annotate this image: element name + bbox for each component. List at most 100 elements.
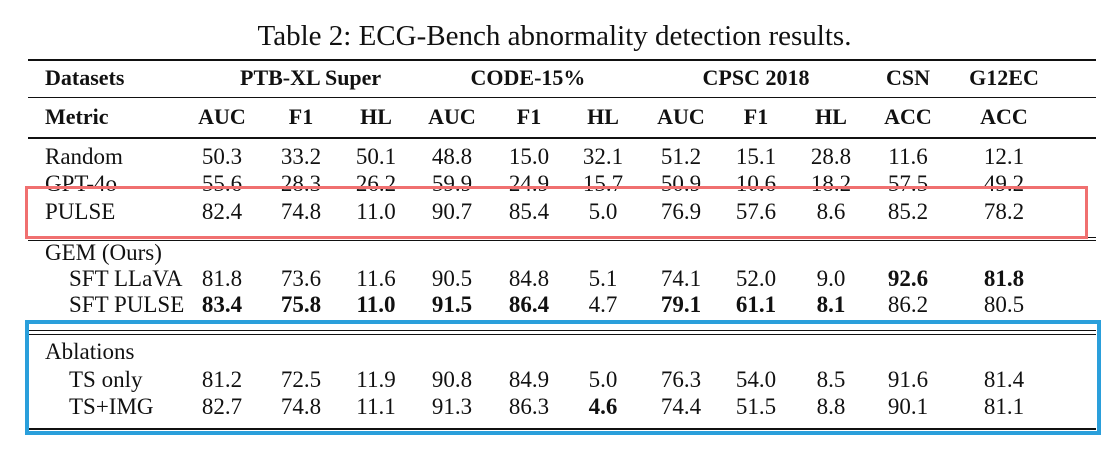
- table-cell: 81.4: [983, 367, 1025, 392]
- row-label: Random: [45, 144, 123, 169]
- table-cell: 54.0: [735, 367, 777, 392]
- table-cell: 86.3: [508, 394, 550, 419]
- table-cell: 90.1: [887, 394, 929, 419]
- table-cell: 5.0: [588, 199, 618, 224]
- table-cell: 24.9: [508, 171, 550, 196]
- table-cell: 74.8: [280, 394, 322, 419]
- table-cell: 59.9: [431, 171, 473, 196]
- table-cell: 92.6: [887, 266, 929, 291]
- dataset-group-header: CPSC 2018: [702, 65, 810, 90]
- row-label: GPT-4o: [45, 171, 117, 196]
- table-cell: 73.6: [280, 266, 322, 291]
- table-cell: 74.1: [660, 266, 702, 291]
- table-cell: 50.1: [355, 144, 397, 169]
- table-cell: 91.6: [887, 367, 929, 392]
- table-cell: 26.2: [355, 171, 397, 196]
- table-cell: 28.8: [810, 144, 852, 169]
- metric-column-header: ACC: [980, 104, 1028, 129]
- table-cell: 8.1: [816, 292, 846, 317]
- table-cell: 11.0: [356, 292, 396, 317]
- table-cell: 28.3: [280, 171, 322, 196]
- metric-column-header: ACC: [884, 104, 932, 129]
- table-cell: 9.0: [816, 266, 846, 291]
- table-cell: 57.5: [887, 171, 929, 196]
- table-cell: 84.9: [508, 367, 550, 392]
- table-cell: 11.9: [356, 367, 396, 392]
- table-cell: 75.8: [280, 292, 322, 317]
- table-cell: 74.4: [660, 394, 702, 419]
- table-cell: 4.6: [588, 394, 618, 419]
- table-cell: 72.5: [280, 367, 322, 392]
- metric-column-header: HL: [360, 104, 392, 129]
- table-cell: 90.5: [431, 266, 473, 291]
- table-cell: 82.7: [201, 394, 243, 419]
- table-cell: 11.0: [356, 199, 396, 224]
- top-rule: [28, 59, 1096, 61]
- row-label: TS only: [69, 367, 143, 392]
- table-cell: 61.1: [735, 292, 777, 317]
- table-cell: 84.8: [508, 266, 550, 291]
- table-cell: 52.0: [735, 266, 777, 291]
- row-label: PULSE: [45, 199, 116, 224]
- table-cell: 15.7: [582, 171, 624, 196]
- table-cell: 51.2: [660, 144, 702, 169]
- metric-column-header: AUC: [198, 104, 246, 129]
- table-cell: 50.3: [201, 144, 243, 169]
- table-cell: 83.4: [201, 292, 243, 317]
- gem-rule-lower: [28, 240, 1096, 241]
- datasets-header: Datasets: [45, 65, 125, 90]
- table-cell: 80.5: [983, 292, 1025, 317]
- ablations-rule-upper: [28, 330, 1096, 331]
- header-divider: [28, 97, 1096, 98]
- table-cell: 90.8: [431, 367, 473, 392]
- table-cell: 86.2: [887, 292, 929, 317]
- row-label: TS+IMG: [69, 394, 154, 419]
- table-cell: 10.6: [735, 171, 777, 196]
- row-label: GEM (Ours): [45, 240, 162, 265]
- table-cell: 11.1: [356, 394, 396, 419]
- table-cell: 18.2: [810, 171, 852, 196]
- table-cell: 76.3: [660, 367, 702, 392]
- table-cell: 55.6: [201, 171, 243, 196]
- ablations-rule-lower: [28, 334, 1096, 335]
- row-label: SFT LLaVA: [69, 266, 183, 291]
- metric-column-header: F1: [516, 104, 542, 129]
- table-cell: 11.6: [356, 266, 396, 291]
- row-label: SFT PULSE: [69, 292, 185, 317]
- table-cell: 57.6: [735, 199, 777, 224]
- metric-column-header: HL: [815, 104, 847, 129]
- table-cell: 91.5: [431, 292, 473, 317]
- table-cell: 8.6: [816, 199, 846, 224]
- table-cell: 33.2: [280, 144, 322, 169]
- table-cell: 82.4: [201, 199, 243, 224]
- metric-column-header: F1: [743, 104, 769, 129]
- table-cell: 49.2: [983, 171, 1025, 196]
- dataset-group-header: CSN: [885, 65, 930, 90]
- table-cell: 4.7: [588, 292, 618, 317]
- table-cell: 32.1: [582, 144, 624, 169]
- table-cell: 85.4: [508, 199, 550, 224]
- gem-rule-upper: [28, 237, 1096, 238]
- table-cell: 76.9: [660, 199, 702, 224]
- table-cell: 90.7: [431, 199, 473, 224]
- table-cell: 74.8: [280, 199, 322, 224]
- metric-column-header: AUC: [657, 104, 705, 129]
- table-cell: 78.2: [983, 199, 1025, 224]
- bottom-rule: [28, 428, 1096, 430]
- table-cell: 8.8: [816, 394, 846, 419]
- table-cell: 12.1: [983, 144, 1025, 169]
- table-cell: 85.2: [887, 199, 929, 224]
- metric-header: Metric: [45, 104, 109, 129]
- header-bottom-rule: [28, 137, 1096, 139]
- table-cell: 86.4: [508, 292, 550, 317]
- table-cell: 79.1: [660, 292, 702, 317]
- dataset-group-header: G12EC: [969, 65, 1039, 90]
- dataset-group-header: PTB-XL Super: [240, 65, 382, 90]
- table-caption: Table 2: ECG-Bench abnormality detection…: [257, 20, 852, 52]
- table-cell: 50.9: [660, 171, 702, 196]
- table-cell: 51.5: [735, 394, 777, 419]
- table-cell: 5.0: [588, 367, 618, 392]
- table-cell: 5.1: [588, 266, 618, 291]
- table-cell: 81.2: [201, 367, 243, 392]
- table-cell: 91.3: [431, 394, 473, 419]
